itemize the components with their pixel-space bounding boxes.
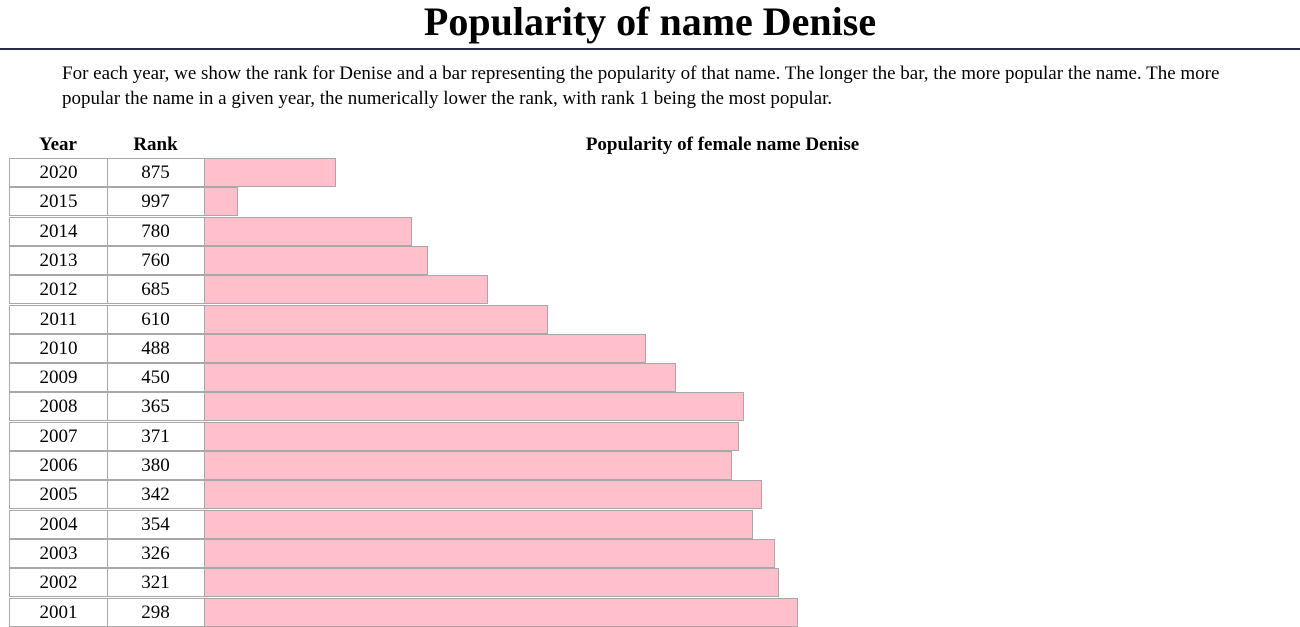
year-cell: 2015: [9, 187, 108, 217]
rank-cell: 760: [107, 245, 205, 275]
year-cell: 2012: [9, 275, 108, 305]
table-row: 2001 298: [9, 597, 1300, 627]
popularity-bar: [205, 538, 776, 568]
table-row: 2011 610: [9, 304, 1300, 334]
table-row: 2020 875: [9, 158, 1300, 187]
popularity-bar: [205, 333, 646, 363]
rank-column-header: Rank: [133, 134, 178, 155]
table-row: 2013 760: [9, 245, 1300, 275]
year-cell: 2010: [9, 333, 108, 363]
year-cell: 2003: [9, 538, 108, 568]
year-cell: 2008: [9, 392, 108, 422]
year-cell: 2006: [9, 451, 108, 480]
chart-title: Popularity of female name Denise: [585, 134, 860, 155]
rank-cell: 321: [107, 568, 205, 598]
table-row: 2003 326: [9, 538, 1300, 568]
year-cell: 2013: [9, 245, 108, 275]
table-row: 2005 342: [9, 480, 1300, 510]
year-cell: 2009: [9, 363, 108, 393]
table-row: 2004 354: [9, 509, 1300, 539]
popularity-bar: [205, 275, 488, 305]
popularity-bar: [205, 216, 412, 246]
table-row: 2006 380: [9, 451, 1300, 480]
rank-cell: 450: [107, 363, 205, 393]
rank-cell: 488: [107, 333, 205, 363]
year-cell: 2001: [9, 597, 108, 627]
table-row: 2002 321: [9, 568, 1300, 598]
rank-cell: 342: [107, 480, 205, 510]
table-row: 2007 371: [9, 421, 1300, 451]
popularity-bar: [205, 568, 780, 598]
intro-paragraph: For each year, we show the rank for Deni…: [62, 63, 1220, 109]
rank-cell: 380: [107, 451, 205, 480]
popularity-bar: [205, 304, 548, 334]
rank-cell: 685: [107, 275, 205, 305]
rank-cell: 780: [107, 216, 205, 246]
year-cell: 2004: [9, 509, 108, 539]
popularity-bar: [205, 509, 753, 539]
year-cell: 2020: [9, 158, 108, 187]
rank-cell: 371: [107, 421, 205, 451]
year-column-header: Year: [39, 134, 77, 155]
rank-cell: 875: [107, 158, 205, 187]
popularity-bar: [205, 187, 239, 217]
rank-cell: 365: [107, 392, 205, 422]
table-row: 2012 685: [9, 275, 1300, 305]
title-divider: [0, 48, 1300, 50]
rank-cell: 354: [107, 509, 205, 539]
table-row: 2015 997: [9, 187, 1300, 217]
popularity-bar: [205, 480, 763, 510]
rank-cell: 997: [107, 187, 205, 217]
popularity-bar: [205, 245, 428, 275]
year-cell: 2002: [9, 568, 108, 598]
popularity-bar: [205, 158, 336, 187]
popularity-bar: [205, 363, 676, 393]
popularity-bar: [205, 451, 732, 480]
rank-cell: 326: [107, 538, 205, 568]
year-cell: 2007: [9, 421, 108, 451]
popularity-bar: [205, 421, 740, 451]
rank-cell: 610: [107, 304, 205, 334]
table-row: 2010 488: [9, 333, 1300, 363]
table-row: 2009 450: [9, 363, 1300, 393]
table-row: 2008 365: [9, 392, 1300, 422]
table-row: 2014 780: [9, 216, 1300, 246]
year-cell: 2005: [9, 480, 108, 510]
popularity-bar: [205, 597, 798, 627]
year-cell: 2014: [9, 216, 108, 246]
year-cell: 2011: [9, 304, 108, 334]
popularity-bar: [205, 392, 744, 422]
rank-cell: 298: [107, 597, 205, 627]
page-title: Popularity of name Denise: [423, 0, 877, 44]
